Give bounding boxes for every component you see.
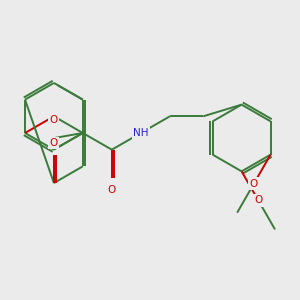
Text: O: O bbox=[50, 138, 58, 148]
Text: O: O bbox=[250, 179, 258, 189]
Text: NH: NH bbox=[133, 128, 148, 138]
Text: O: O bbox=[108, 185, 116, 195]
Text: O: O bbox=[254, 195, 262, 206]
Text: O: O bbox=[50, 115, 58, 125]
